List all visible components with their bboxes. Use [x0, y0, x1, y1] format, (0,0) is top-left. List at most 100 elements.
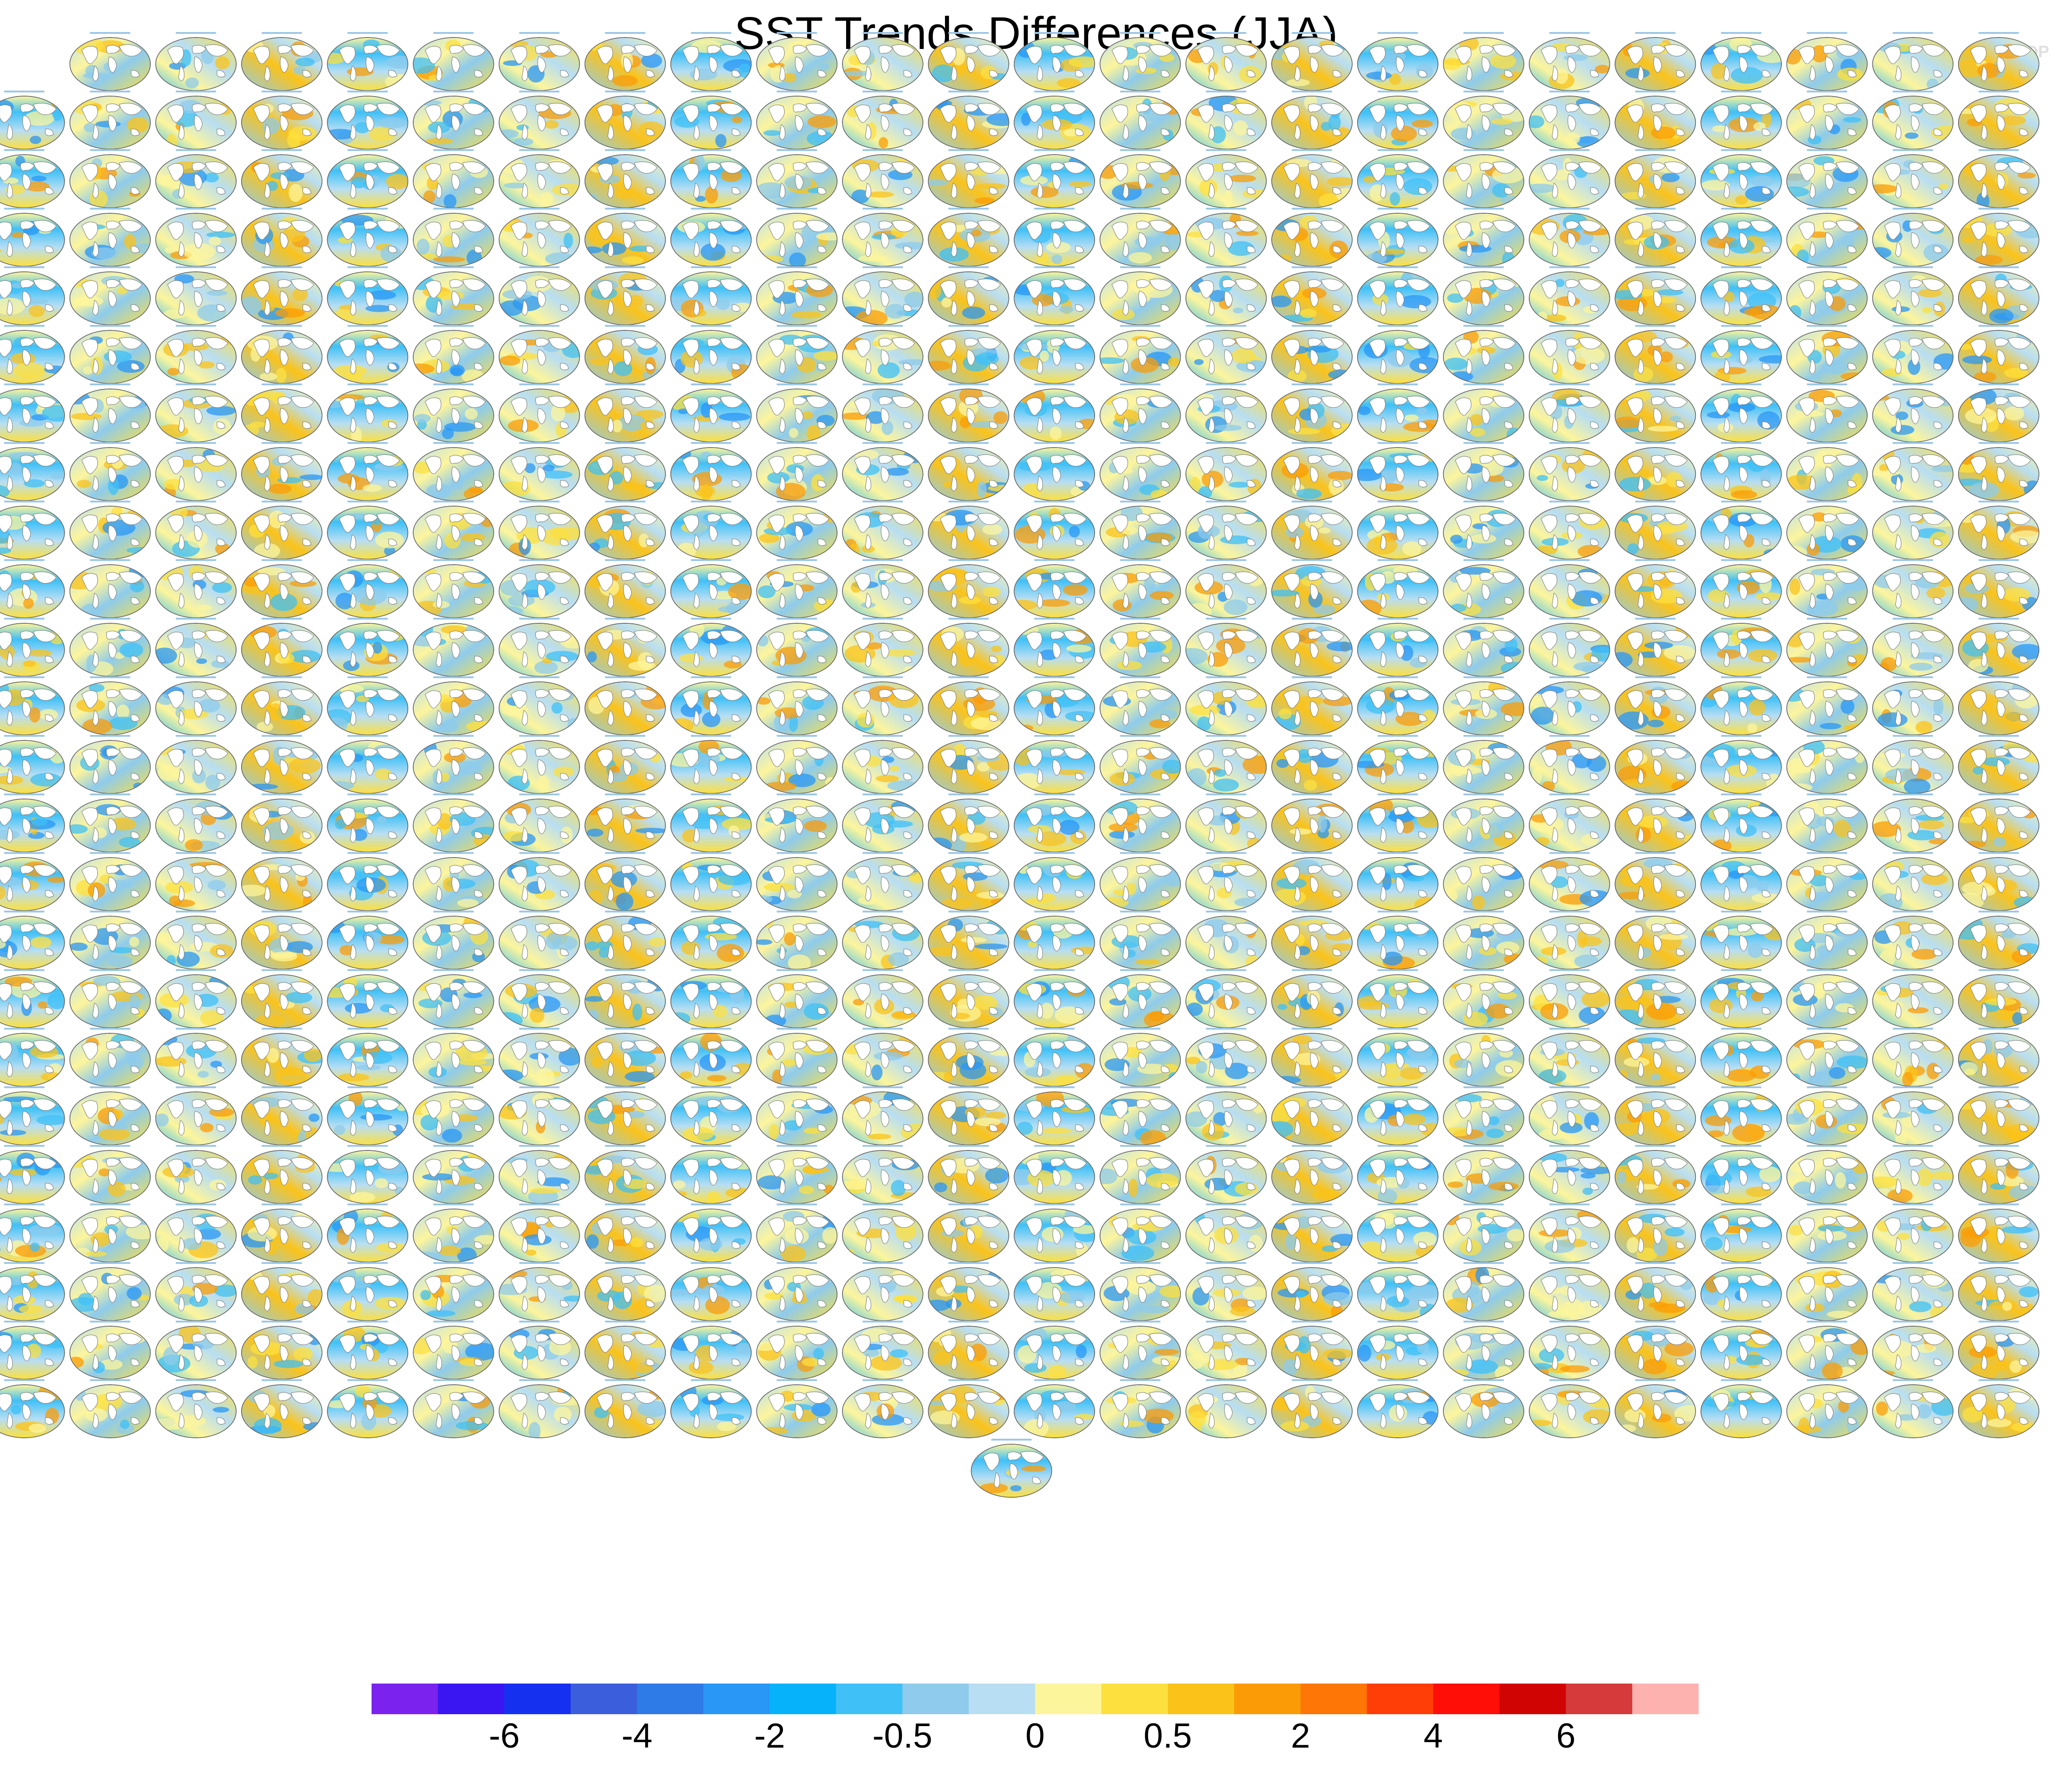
map-panel: [1529, 149, 1610, 208]
map-panel: [1185, 1028, 1267, 1087]
map-panel: [1700, 208, 1782, 267]
map-panel: [842, 149, 923, 208]
map-panel: [1872, 793, 1953, 853]
map-panel: [0, 266, 65, 325]
map-panel: [327, 1086, 409, 1145]
map-panel: [1872, 852, 1953, 911]
map-panel: [69, 91, 151, 150]
map-panel: [498, 618, 580, 677]
map-panel: [498, 1145, 580, 1204]
map-panel: [241, 208, 323, 267]
map-panel: [670, 735, 752, 794]
map-panel: [0, 383, 65, 443]
map-panel: [1700, 969, 1782, 1028]
map-panel: [413, 969, 494, 1028]
map-panel: [498, 149, 580, 208]
map-panel: [413, 793, 494, 853]
map-panel: [1700, 325, 1782, 384]
map-panel: [0, 676, 65, 735]
colorbar-box: [969, 1684, 1035, 1714]
map-panel: [498, 793, 580, 853]
map-panel: [670, 1145, 752, 1204]
map-panel: [670, 383, 752, 443]
map-panel: [155, 1379, 237, 1438]
map-panel: [1614, 618, 1696, 677]
map-panel: [1357, 852, 1439, 911]
colorbar-tick-label: 6: [1556, 1716, 1576, 1755]
map-panel: [155, 618, 237, 677]
map-panel: [1529, 735, 1610, 794]
map-panel: [1786, 266, 1868, 325]
map-panel: [1700, 559, 1782, 618]
map-panel: [498, 266, 580, 325]
map-panel: [1786, 793, 1868, 853]
map-panel: [1271, 911, 1353, 970]
map-panel: [928, 969, 1009, 1028]
map-panel: [69, 735, 151, 794]
map-panel: [1357, 325, 1439, 384]
map-panel: [1958, 1204, 2040, 1263]
map-panel: [1529, 559, 1610, 618]
map-panel: [1786, 1262, 1868, 1321]
map-panel: [1872, 1028, 1953, 1087]
map-panel: [1014, 1086, 1095, 1145]
map-panel: [1958, 911, 2040, 970]
map-panel: [155, 852, 237, 911]
map-panel: [584, 1028, 666, 1087]
map-panel: [1700, 32, 1782, 91]
map-panel: [327, 501, 409, 560]
map-panel: [1529, 1145, 1610, 1204]
map-panel: [0, 1379, 65, 1438]
map-panel: [1958, 383, 2040, 443]
map-panel: [327, 618, 409, 677]
map-panel: [498, 1028, 580, 1087]
map-panel: [756, 383, 838, 443]
map-panel: [584, 1321, 666, 1380]
colorbar-box: [1500, 1684, 1566, 1714]
map-panel: [327, 266, 409, 325]
map-panel: [1614, 676, 1696, 735]
map-panel: [0, 618, 65, 677]
map-panel: [842, 442, 923, 501]
map-panel: [756, 442, 838, 501]
map-panel: [1786, 1028, 1868, 1087]
map-panel: [1958, 208, 2040, 267]
map-panel: [670, 266, 752, 325]
map-panel: [1100, 559, 1181, 618]
map-panel: [1014, 501, 1095, 560]
map-panel: [1529, 1204, 1610, 1263]
map-panel: [155, 383, 237, 443]
map-panel: [1357, 969, 1439, 1028]
map-panel: [756, 325, 838, 384]
map-panel: [928, 91, 1009, 150]
map-panel: [155, 208, 237, 267]
map-panel: [0, 911, 65, 970]
map-panel: [1958, 1321, 2040, 1380]
map-panel: [1185, 1086, 1267, 1145]
map-panel: [1014, 1321, 1095, 1380]
map-panel: [670, 1028, 752, 1087]
map-panel: [1271, 442, 1353, 501]
map-panel: [1614, 1028, 1696, 1087]
map-panel: [1958, 1145, 2040, 1204]
map-panel: [413, 1086, 494, 1145]
map-panel: [928, 852, 1009, 911]
map-panel: [1786, 852, 1868, 911]
map-panel: [1357, 208, 1439, 267]
map-panel: [241, 1321, 323, 1380]
map-panel: [241, 501, 323, 560]
map-panel: [1872, 1086, 1953, 1145]
map-panel: [1271, 1321, 1353, 1380]
map-panel: [1443, 735, 1524, 794]
map-panel: [1958, 969, 2040, 1028]
map-panel: [1700, 1028, 1782, 1087]
map-panel: [1185, 1145, 1267, 1204]
map-panel: [1271, 91, 1353, 150]
map-panel: [0, 559, 65, 618]
map-panel: [1443, 1145, 1524, 1204]
map-panel: [241, 618, 323, 677]
map-panel: [1700, 149, 1782, 208]
map-panel: [1700, 852, 1782, 911]
map-panel: [842, 735, 923, 794]
map-panel: [1100, 266, 1181, 325]
